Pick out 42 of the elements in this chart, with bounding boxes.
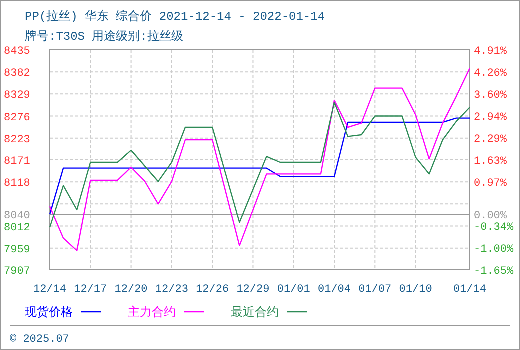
y2-tick-label: 1.63% — [474, 156, 508, 168]
chart-subtitle: 牌号:T30S 用途级别:拉丝级 — [25, 30, 184, 44]
y-tick-label: 8223 — [4, 134, 30, 146]
chart-title: PP(拉丝) 华东 综合价 2021-12-14 - 2022-01-14 — [25, 9, 326, 24]
text: © 2025.07 — [10, 334, 70, 346]
x-tick-label: 01/01 — [277, 284, 311, 296]
y-tick-label: 8012 — [4, 222, 30, 234]
y2-tick-label: 2.94% — [474, 112, 508, 124]
y2-tick-label: 4.91% — [474, 46, 508, 58]
y-tick-label: 8276 — [4, 112, 30, 124]
y-tick-label: 8329 — [4, 90, 30, 102]
y-tick-label: 7907 — [4, 266, 30, 278]
x-tick-label: 12/20 — [114, 284, 148, 296]
x-tick-label: 01/04 — [318, 284, 352, 296]
x-tick-label: 12/29 — [236, 284, 270, 296]
x-tick-label: 01/10 — [399, 284, 432, 296]
x-tick-label: 01/14 — [453, 284, 487, 296]
y-tick-label: 8382 — [4, 68, 30, 80]
x-tick-label: 12/26 — [196, 284, 230, 296]
legend-label: 主力合约 — [128, 305, 176, 320]
line-series — [49, 102, 471, 228]
y2-tick-label: -1.00% — [474, 244, 514, 256]
line-series — [49, 68, 471, 252]
x-tick-label: 12/14 — [33, 284, 67, 296]
line-series — [49, 118, 471, 216]
y-tick-label: 8435 — [4, 46, 30, 58]
y-tick-label: 8118 — [4, 178, 30, 190]
y2-tick-label: -1.65% — [474, 266, 514, 278]
y2-tick-label: 4.26% — [474, 68, 508, 80]
legend-label: 现货价格 — [25, 306, 73, 320]
x-tick-label: 12/23 — [155, 284, 188, 296]
y2-tick-label: 0.97% — [474, 178, 508, 190]
y2-tick-label: -0.34% — [474, 222, 514, 234]
y-tick-label: 7959 — [4, 244, 30, 256]
y-tick-label: 8171 — [4, 156, 31, 168]
y2-tick-label: 3.60% — [474, 90, 508, 102]
legend-label: 最近合约 — [231, 306, 279, 320]
y2-tick-label: 2.29% — [474, 134, 508, 146]
x-tick-label: 12/17 — [74, 284, 108, 296]
y2-tick-label: 0.00% — [474, 210, 508, 223]
x-tick-label: 01/07 — [358, 284, 392, 296]
y-tick-label: 8040 — [4, 210, 30, 223]
